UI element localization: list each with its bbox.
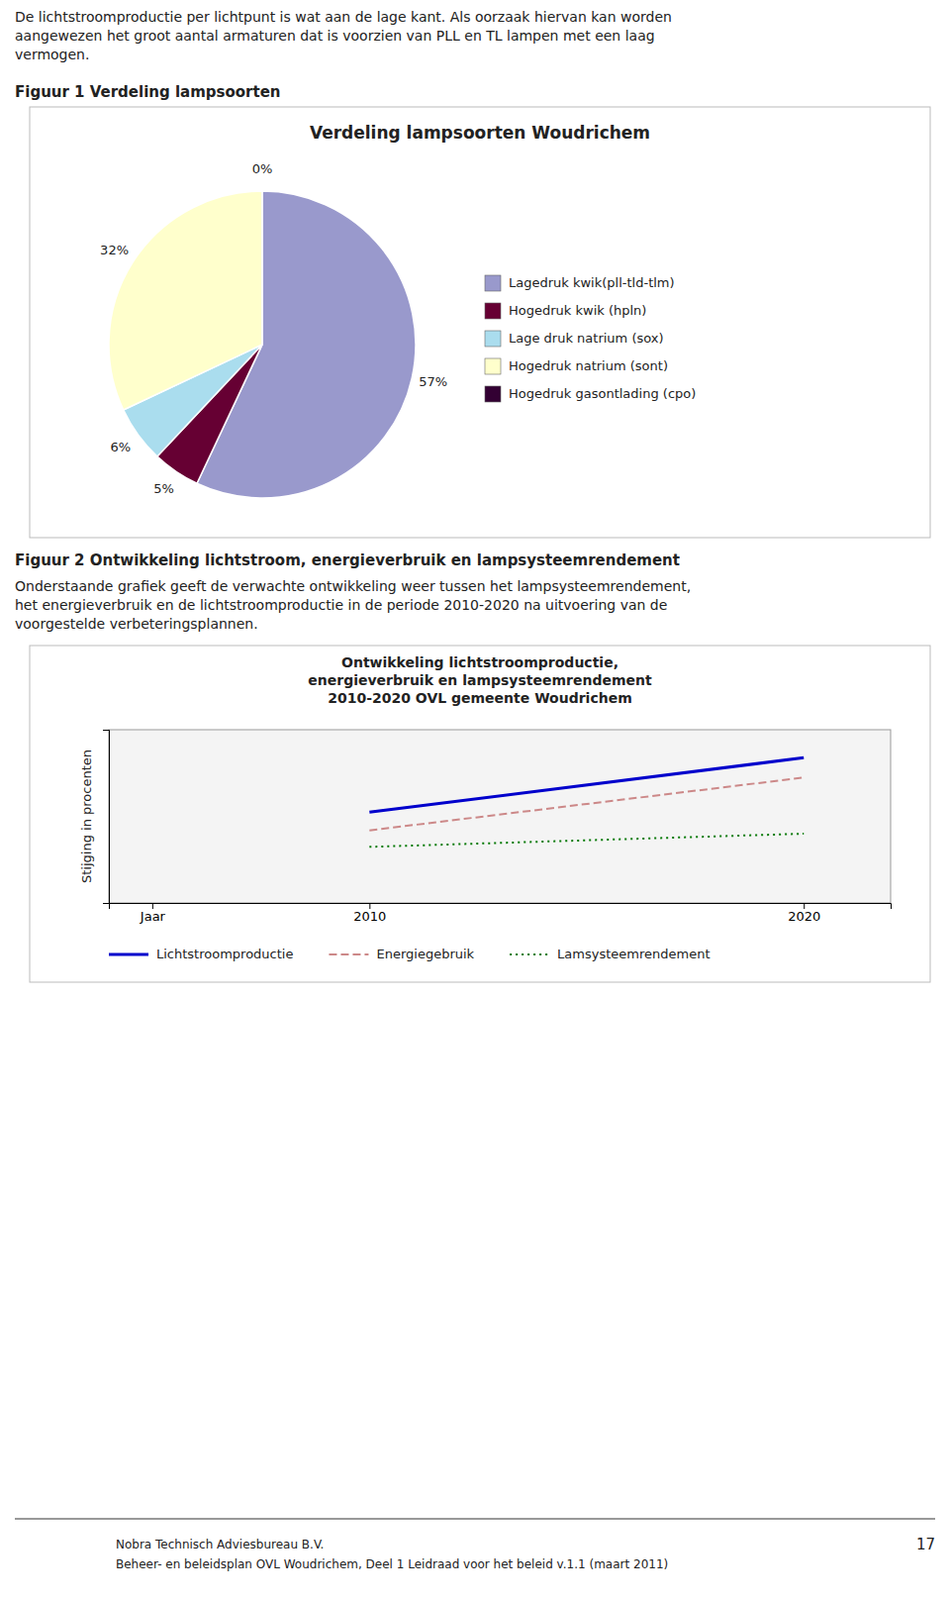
legend-swatch — [328, 952, 369, 955]
pie-slice — [261, 190, 264, 345]
chart-title: Verdeling lampsoorten Woudrichem — [309, 122, 651, 143]
footer-text: Nobra Technisch Adviesbureau B.V. — [115, 1536, 324, 1551]
legend-swatch — [484, 302, 501, 319]
footer-text: Beheer- en beleidsplan OVL Woudrichem, D… — [115, 1556, 668, 1571]
chart-box — [29, 106, 931, 538]
x-tick-label: 2010 — [353, 908, 386, 924]
x-tick-label: Jaar — [139, 908, 167, 924]
pie-slice — [108, 190, 263, 410]
x-tick: 2010 — [353, 902, 386, 924]
data-label: 6% — [109, 439, 131, 455]
body-text: vermogen. — [14, 46, 90, 63]
legend-swatch — [509, 952, 550, 955]
x-tick: 2020 — [787, 902, 821, 924]
chart-title: Ontwikkeling lichtstroomproductie,energi… — [307, 654, 653, 706]
y-axis-line — [102, 730, 110, 904]
legend-swatch — [484, 385, 501, 402]
data-label: 57% — [418, 374, 448, 389]
lines — [369, 757, 804, 847]
body-text: Onderstaande grafiek geeft de verwachte … — [14, 577, 691, 594]
figure-label: Figuur 1 Verdeling lampsoorten — [14, 83, 282, 101]
x-tick-mark — [369, 902, 371, 909]
legend-swatch — [484, 330, 501, 347]
x-axis: Jaar 2010 2020 — [109, 902, 892, 924]
data-label: 0% — [252, 161, 274, 177]
data-label: 5% — [153, 480, 175, 496]
legend-label: Hogedruk gasontlading (cpo) — [508, 385, 696, 401]
page: De lichtstroomproductie per lichtpunt is… — [0, 0, 950, 1600]
legend-swatch — [108, 952, 149, 956]
line — [369, 776, 804, 830]
x-tick: Jaar — [139, 902, 167, 924]
x-axis-line — [109, 903, 892, 910]
x-tick-mark — [803, 902, 805, 909]
body-text: aangewezen het groot aantal armaturen da… — [14, 27, 656, 44]
line-chart: Ontwikkeling lichtstroomproductie,energi… — [79, 654, 892, 961]
y-axis-title: Stijging in procenten — [79, 749, 95, 883]
body-text: voorgestelde verbeteringsplannen. — [14, 615, 259, 632]
footer-rule — [14, 1518, 936, 1520]
chart-box — [29, 645, 931, 982]
pie-chart: Verdeling lampsoorten Woudrichem 57% 5% 6% 3… — [99, 122, 696, 498]
legend-label: Hogedruk natrium (sont) — [508, 358, 668, 374]
legend-label: Lagedruk kwik(pll-tld-tlm) — [508, 275, 675, 290]
legend: Lagedruk kwik(pll-tld-tlm) Hogedruk kwik … — [484, 275, 696, 403]
legend-label: Lamsysteemrendement — [557, 946, 710, 961]
page-number: 17 — [916, 1534, 936, 1553]
legend-swatch — [484, 358, 501, 375]
plot-frame — [108, 729, 891, 903]
figure-label: Figuur 2 Ontwikkeling lichtstroom, energ… — [14, 551, 680, 570]
legend-label: Lichtstroomproductie — [156, 946, 293, 961]
legend-label: Energiegebruik — [376, 946, 475, 961]
legend-label: Hogedruk kwik (hpln) — [508, 302, 647, 318]
body-text: het energieverbruik en de lichtstroompro… — [14, 596, 667, 613]
data-label: 32% — [99, 242, 129, 258]
y-axis — [102, 730, 110, 904]
legend-swatch — [484, 275, 501, 291]
x-tick-mark — [152, 902, 154, 909]
pie-slices: 57% 5% 6% 32% 0% — [99, 161, 448, 499]
legend: Lichtstroomproductie Energiegebruik Lamsys… — [108, 946, 711, 961]
legend-label: Lage druk natrium (sox) — [508, 330, 665, 346]
body-text: De lichtstroomproductie per lichtpunt is… — [14, 8, 672, 25]
line — [369, 833, 804, 847]
x-tick-label: 2020 — [787, 908, 821, 924]
